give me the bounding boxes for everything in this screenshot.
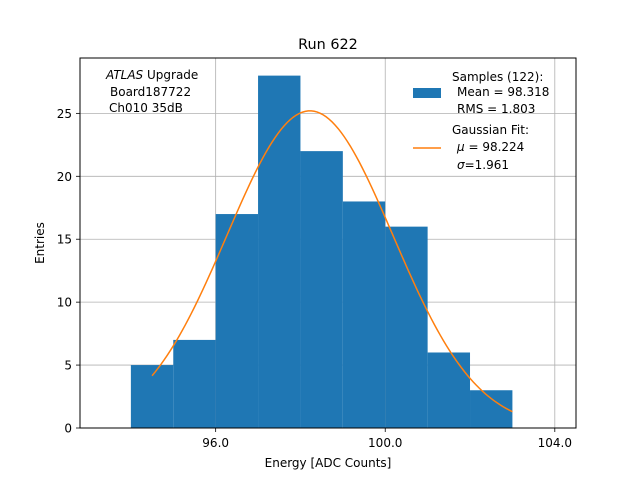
histogram-bar-3 (215, 214, 259, 428)
legend: Samples (122): Mean = 98.318 RMS = 1.803… (413, 70, 549, 172)
legend-mu-value: = 98.224 (465, 140, 525, 154)
legend-mu-symbol: μ (456, 140, 465, 154)
gaussian-fit-curve (151, 110, 513, 413)
plot-frame (79, 57, 577, 429)
svg-text:ATLAS Upgrade: ATLAS Upgrade (105, 68, 198, 82)
histogram-bar-7 (385, 226, 428, 428)
svg-text:σ=1.961: σ=1.961 (457, 158, 509, 172)
atlas-annotation: ATLAS Upgrade Board187722 Ch010 35dB (105, 68, 198, 115)
histogram-bar-1 (130, 365, 174, 428)
histogram-bar-6 (342, 201, 386, 428)
x-axis-label: Energy [ADC Counts] (265, 456, 392, 470)
legend-fit-title: Gaussian Fit: (452, 123, 529, 137)
svg-text:μ = 98.224: μ = 98.224 (456, 140, 524, 154)
x-tick-label: 104.0 (538, 436, 572, 450)
y-tick-label: 0 (64, 422, 72, 436)
channel-label: Ch010 35dB (109, 101, 183, 115)
y-axis-label: Entries (33, 222, 47, 264)
legend-mean: Mean = 98.318 (457, 85, 549, 99)
legend-sigma-value: =1.961 (465, 158, 509, 172)
legend-sigma-symbol: σ (457, 158, 465, 172)
y-tick-label: 20 (57, 170, 72, 184)
atlas-label: ATLAS (105, 68, 144, 82)
histogram-bars (130, 75, 513, 428)
y-tick-label: 10 (57, 296, 72, 310)
histogram-bar-8 (427, 352, 471, 428)
histogram-bar-5 (300, 151, 343, 428)
y-tick-label: 5 (64, 359, 72, 373)
legend-rms: RMS = 1.803 (457, 102, 535, 116)
histogram-bar-2 (173, 339, 216, 428)
axis-ticks: 96.0 100.0 104.0 0 5 10 15 20 25 (57, 107, 572, 450)
upgrade-label: Upgrade (143, 68, 198, 82)
x-tick-label: 96.0 (202, 436, 229, 450)
histogram-bar-4 (258, 75, 301, 428)
y-tick-label: 25 (57, 107, 72, 121)
x-tick-label: 100.0 (368, 436, 402, 450)
y-tick-label: 15 (57, 233, 72, 247)
histogram-bar-9 (470, 390, 513, 428)
legend-samples-patch (413, 88, 441, 98)
board-label: Board187722 (110, 85, 191, 99)
legend-samples-title: Samples (122): (452, 70, 543, 84)
chart-title: Run 622 (298, 37, 358, 53)
